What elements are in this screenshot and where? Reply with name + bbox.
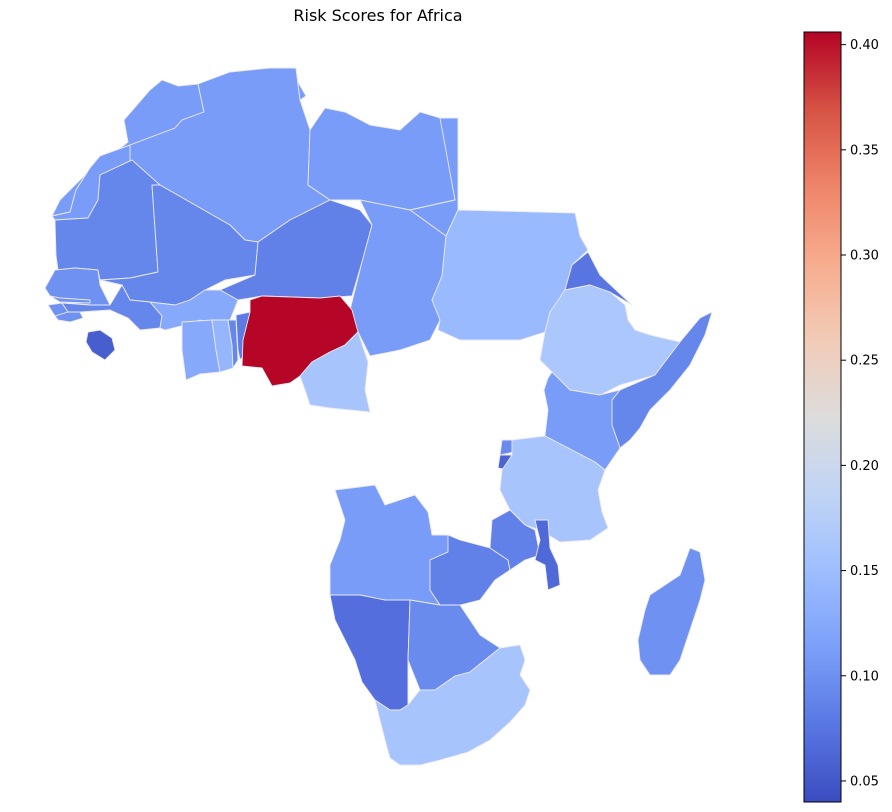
region-madagascar — [637, 547, 706, 676]
region-south-africa — [374, 644, 531, 766]
region-sierra-leone — [54, 311, 84, 323]
colorbar-tick-label: 0.40 — [850, 38, 879, 53]
colorbar-tick-label: 0.30 — [850, 249, 879, 264]
region-togo — [227, 319, 239, 369]
colorbar-tick-label: 0.25 — [850, 354, 879, 369]
colorbar-gradient — [804, 32, 841, 802]
region-cameroon — [299, 331, 371, 413]
region-kenya — [543, 371, 621, 471]
colorbar-tick-label: 0.20 — [850, 459, 879, 474]
region-malawi — [489, 509, 541, 571]
region-tanzania — [499, 435, 609, 543]
colorbar-tick-label: 0.05 — [850, 774, 879, 789]
colorbar-tick-label: 0.35 — [850, 143, 879, 158]
africa-choropleth-map — [44, 67, 713, 766]
region-mozambique — [534, 519, 561, 591]
region-gambia — [49, 295, 91, 304]
colorbar-frame — [803, 31, 842, 803]
colorbar-tick-label: 0.15 — [850, 564, 879, 579]
region-tunisia — [295, 67, 307, 101]
colorbar-tick-label: 0.10 — [850, 669, 879, 684]
region-liberia — [85, 329, 116, 361]
map-title: Risk Scores for Africa — [293, 6, 463, 25]
